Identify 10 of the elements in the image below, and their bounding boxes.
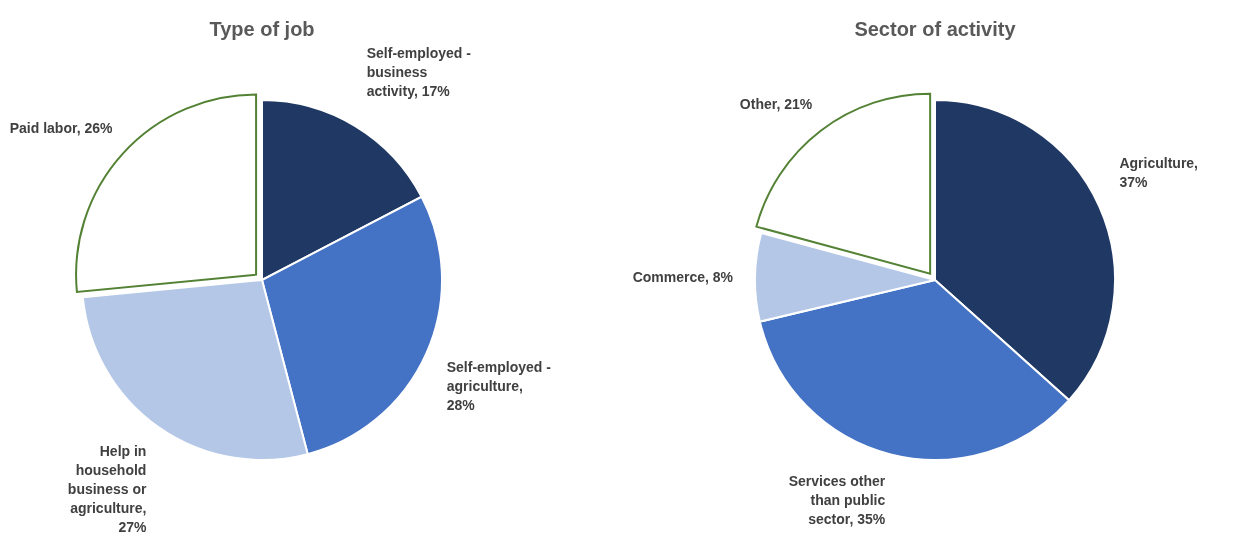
- chart-title: Type of job: [209, 18, 315, 40]
- slice-label: Other, 21%: [739, 95, 813, 112]
- slice-label: Services other than public sector, 35%: [788, 472, 886, 527]
- chart-title: Sector of activity: [854, 18, 1017, 40]
- slice-label: Self-employed - agriculture, 28%: [446, 358, 552, 413]
- slice-label: Commerce, 8%: [632, 268, 734, 285]
- slice-label: Help in household business or agriculture, 27%: [67, 442, 147, 535]
- slice-label: Self-employed - business activity, 17%: [366, 45, 472, 100]
- slice-label: Agriculture, 37%: [1119, 154, 1199, 190]
- slice-label: Paid labor, 26%: [9, 120, 114, 137]
